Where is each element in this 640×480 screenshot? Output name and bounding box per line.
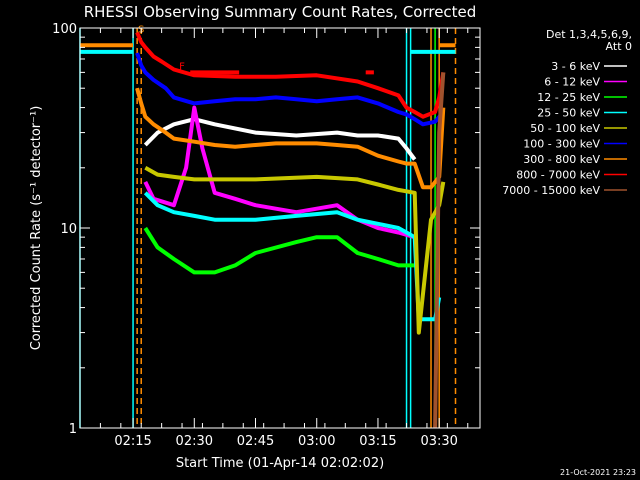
y-axis-label: Corrected Count Rate (s⁻¹ detector⁻¹) (29, 106, 44, 351)
x-tick-label: 02:30 (176, 434, 213, 449)
legend-label-12-25-kev: 12 - 25 keV (537, 91, 600, 104)
attenuator-levels (80, 43, 456, 54)
vertical-markers (79, 28, 457, 428)
x-axis-ticks: 02:15 02:30 02:45 03:00 03:15 03:30 (79, 28, 469, 449)
x-tick-label: 03:30 (420, 434, 457, 449)
annotation-f: F (179, 62, 185, 73)
legend-header-line-2: Att 0 (606, 40, 632, 53)
series-line-50-100-kev (144, 166, 446, 335)
legend-label-7000-15000-kev: 7000 - 15000 keV (502, 184, 600, 197)
series-line-6-12-kev (143, 105, 416, 240)
y-axis-ticks: 1 10 100 (52, 22, 480, 437)
series-lines (135, 31, 446, 429)
x-tick-label: 03:00 (298, 434, 335, 449)
footer-timestamp: 21-Oct-2021 23:23 (560, 468, 636, 477)
y-tick-label: 10 (60, 222, 77, 237)
legend-label-6-12-kev: 6 - 12 keV (544, 76, 600, 89)
x-axis-label: Start Time (01-Apr-14 02:02:02) (176, 456, 384, 471)
x-tick-label: 03:15 (359, 434, 396, 449)
series-line-12-25-kev (143, 226, 415, 275)
series-line-100-300-kev (135, 52, 445, 127)
legend-header-line-1: Det 1,3,4,5,6,9, (546, 28, 632, 41)
series-line-7000-15000-kev (433, 72, 446, 429)
chart-title: RHESSI Observing Summary Count Rates, Co… (84, 3, 477, 21)
legend-label-3-6-kev: 3 - 6 keV (551, 60, 600, 73)
y-tick-label: 1 (69, 422, 77, 437)
x-tick-label: 02:45 (237, 434, 274, 449)
series-line-3-6-kev (143, 117, 417, 161)
legend-label-300-800-kev: 300 - 800 keV (523, 153, 600, 166)
legend: Det 1,3,4,5,6,9, Att 0 3 - 6 keV 6 - 12 k… (502, 28, 632, 197)
legend-label-800-7000-kev: 800 - 7000 keV (516, 169, 600, 182)
x-tick-label: 02:15 (114, 434, 151, 449)
legend-label-50-100-kev: 50 - 100 keV (530, 122, 600, 135)
y-tick-label: 100 (52, 22, 77, 37)
series-line-800-7000-kev (135, 31, 446, 119)
legend-label-25-50-kev: 25 - 50 keV (537, 107, 600, 120)
legend-label-100-300-kev: 100 - 300 keV (523, 138, 600, 151)
series-line-300-800-kev (135, 87, 446, 190)
